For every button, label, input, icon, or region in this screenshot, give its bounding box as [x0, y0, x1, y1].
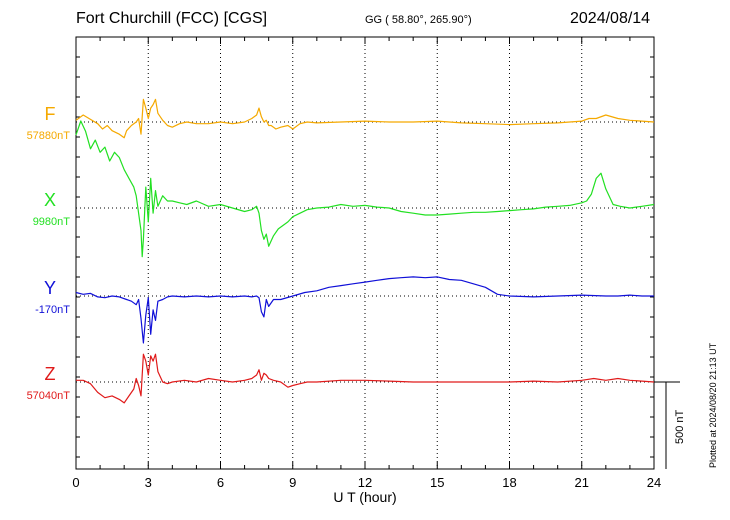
date-label: 2024/08/14 — [570, 10, 651, 27]
series-baseline-f: 57880nT — [27, 130, 71, 142]
x-tick-label: 24 — [647, 475, 661, 490]
x-tick-label: 12 — [358, 475, 372, 490]
trace-x — [75, 120, 655, 258]
x-tick-label: 6 — [217, 475, 224, 490]
grid-lines — [147, 37, 583, 469]
x-tick-label: 3 — [145, 475, 152, 490]
geographic-coords: GG ( 58.80°, 265.90°) — [365, 14, 472, 26]
axis-ticks — [75, 37, 655, 469]
series-baseline-x: 9980nT — [33, 216, 71, 228]
x-tick-labels: 0 3 6 9 12 15 18 21 24 — [72, 475, 661, 490]
series-baseline-y: -170nT — [35, 304, 70, 316]
series-name-f: F — [45, 104, 56, 124]
data-traces — [75, 98, 655, 404]
scale-bar: 500 nT — [654, 381, 686, 469]
station-title: Fort Churchill (FCC) [CGS] — [76, 10, 268, 27]
series-name-z: Z — [45, 364, 56, 384]
series-baseline-z: 57040nT — [27, 390, 71, 402]
plotted-timestamp: Plotted at 2024/08/20 21:13 UT — [708, 342, 718, 468]
series-name-x: X — [44, 190, 56, 210]
x-axis-label: U T (hour) — [333, 489, 396, 505]
x-tick-label: 15 — [430, 475, 444, 490]
x-tick-label: 21 — [575, 475, 589, 490]
series-labels: F 57880nT X 9980nT Y -170nT Z 57040nT — [27, 104, 71, 402]
trace-z — [76, 353, 655, 404]
x-tick-label: 0 — [72, 475, 79, 490]
x-tick-label: 9 — [289, 475, 296, 490]
x-tick-label: 18 — [502, 475, 516, 490]
trace-y — [75, 276, 654, 344]
scale-bar-label: 500 nT — [674, 409, 686, 444]
series-name-y: Y — [44, 278, 56, 298]
trace-f — [75, 98, 655, 139]
